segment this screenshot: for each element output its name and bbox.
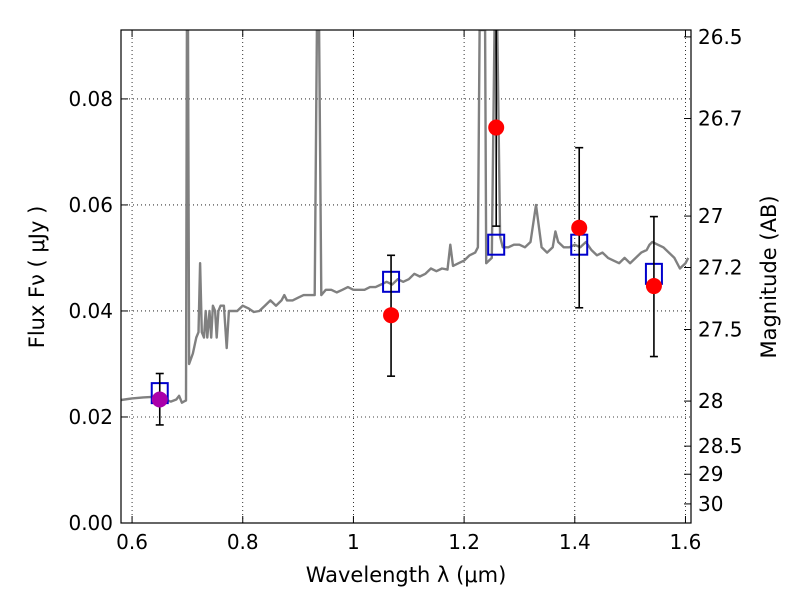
series-layer: [121, 30, 690, 426]
x-tick-label: 1.2: [448, 530, 480, 554]
grid-lines: [121, 30, 691, 524]
y-tick-label: 0.00: [68, 511, 113, 535]
y-axis-right-label: Magnitude (AB): [757, 195, 781, 358]
y-tick-label: 0.06: [68, 193, 113, 217]
right-tick-label: 26.7: [698, 107, 743, 131]
observed-point: [571, 219, 588, 236]
axis-ticks: [121, 30, 691, 524]
tick-labels: 0.6 0.8 1 1.2 1.4 1.6 0.00 0.02 0.04 0.06 0.08 26.5…: [68, 25, 742, 554]
right-tick-label: 27: [698, 204, 723, 228]
x-tick-label: 1.6: [670, 530, 702, 554]
right-tick-label: 27.2: [698, 255, 743, 279]
right-tick-label: 30: [698, 492, 723, 516]
observed-point: [383, 307, 400, 324]
observed-point: [645, 278, 662, 295]
observed-point: [488, 119, 505, 136]
observed-point: [151, 391, 168, 408]
x-tick-label: 0.8: [227, 530, 259, 554]
x-tick-label: 1.4: [559, 530, 591, 554]
y-tick-label: 0.02: [68, 405, 113, 429]
x-axis-label: Wavelength λ (μm): [306, 563, 507, 587]
right-tick-label: 26.5: [698, 25, 743, 49]
y-axis-label: Flux Fν ( μJy ): [25, 206, 49, 349]
y-tick-label: 0.04: [68, 299, 113, 323]
right-tick-label: 28.5: [698, 434, 743, 458]
y-tick-label: 0.08: [68, 87, 113, 111]
plot-frame: [120, 29, 692, 524]
x-tick-label: 1: [347, 530, 360, 554]
x-tick-label: 0.6: [116, 530, 148, 554]
right-tick-label: 29: [698, 462, 723, 486]
right-tick-label: 28: [698, 389, 723, 413]
right-tick-label: 27.5: [698, 318, 743, 342]
model-square-marker: [487, 233, 506, 256]
spectrum-line: [121, 30, 690, 404]
